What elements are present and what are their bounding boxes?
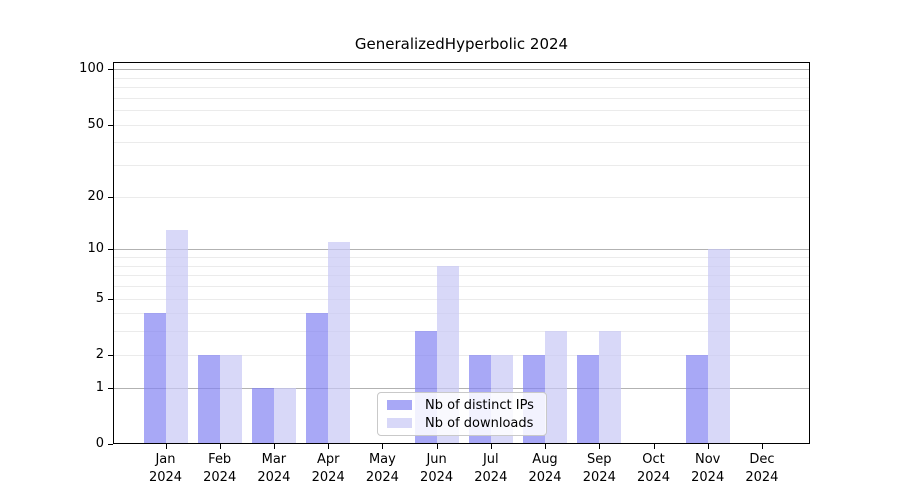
minor-gridline bbox=[114, 286, 810, 287]
x-tick-mark bbox=[165, 444, 167, 449]
x-tick-mark bbox=[545, 444, 546, 449]
y-tick-mark bbox=[108, 124, 113, 126]
minor-gridline bbox=[114, 87, 810, 89]
bar-distinct-ips bbox=[577, 354, 600, 443]
x-tick-mark bbox=[653, 444, 655, 449]
x-tick-label: Aug 2024 bbox=[528, 452, 562, 485]
legend-label-downloads: Nb of downloads bbox=[425, 415, 534, 431]
x-tick-mark bbox=[436, 444, 438, 449]
x-tick-mark bbox=[707, 444, 709, 449]
minor-gridline bbox=[114, 331, 810, 333]
major-gridline bbox=[114, 69, 810, 71]
x-tick-mark bbox=[273, 444, 275, 449]
y-tick-label: 10 bbox=[87, 241, 104, 257]
major-gridline bbox=[114, 387, 810, 389]
minor-gridline bbox=[114, 196, 810, 198]
y-tick-mark bbox=[108, 387, 113, 389]
bar-downloads bbox=[545, 331, 567, 443]
x-tick-label: Dec 2024 bbox=[745, 452, 779, 485]
x-tick-label: Feb 2024 bbox=[203, 452, 237, 485]
bar-distinct-ips bbox=[251, 387, 274, 443]
y-tick-label: 1 bbox=[95, 379, 104, 395]
chart-title: GeneralizedHyperbolic 2024 bbox=[354, 35, 569, 53]
x-tick-mark bbox=[219, 444, 221, 449]
x-tick-label: Jul 2024 bbox=[474, 452, 508, 485]
minor-gridline bbox=[114, 313, 810, 315]
bar-downloads bbox=[707, 249, 730, 443]
x-tick-mark bbox=[599, 444, 601, 449]
minor-gridline bbox=[114, 265, 810, 267]
legend-item-downloads: Nb of downloads bbox=[387, 415, 540, 431]
minor-gridline bbox=[114, 97, 810, 99]
y-tick-label: 2 bbox=[95, 346, 104, 362]
minor-gridline bbox=[114, 77, 810, 79]
y-tick-mark bbox=[108, 249, 113, 251]
bar-distinct-ips bbox=[306, 313, 329, 443]
minor-gridline bbox=[114, 275, 810, 277]
minor-gridline bbox=[114, 257, 810, 258]
x-tick-label: Nov 2024 bbox=[691, 452, 725, 485]
y-tick-mark bbox=[108, 196, 113, 198]
minor-gridline bbox=[114, 124, 810, 126]
x-tick-label: May 2024 bbox=[365, 452, 399, 485]
bar-distinct-ips bbox=[197, 354, 220, 443]
bar-downloads bbox=[599, 331, 622, 443]
legend-item-distinct-ips: Nb of distinct IPs bbox=[387, 397, 540, 413]
minor-gridline bbox=[114, 298, 810, 300]
bar-distinct-ips bbox=[143, 313, 166, 443]
major-gridline bbox=[114, 249, 810, 251]
x-tick-label: Jun 2024 bbox=[420, 452, 454, 485]
y-tick-label: 50 bbox=[87, 116, 104, 132]
minor-gridline bbox=[114, 142, 810, 144]
minor-gridline bbox=[114, 354, 810, 356]
legend-label-distinct-ips: Nb of distinct IPs bbox=[425, 397, 534, 413]
legend-swatch-distinct-ips bbox=[387, 400, 412, 410]
x-tick-label: Mar 2024 bbox=[257, 452, 291, 485]
x-tick-label: Sep 2024 bbox=[582, 452, 616, 485]
x-tick-mark bbox=[490, 444, 492, 449]
x-tick-label: Oct 2024 bbox=[636, 452, 671, 485]
y-tick-label: 100 bbox=[79, 61, 104, 77]
bar-downloads bbox=[328, 242, 351, 443]
bar-distinct-ips bbox=[685, 354, 708, 443]
y-tick-label: 20 bbox=[87, 188, 104, 204]
y-tick-mark bbox=[108, 298, 113, 300]
bar-downloads bbox=[165, 229, 188, 443]
minor-gridline bbox=[114, 165, 810, 167]
minor-gridline bbox=[114, 110, 810, 112]
legend-swatch-downloads bbox=[387, 418, 412, 428]
x-tick-mark bbox=[382, 444, 384, 449]
bar-downloads bbox=[273, 387, 296, 443]
x-tick-label: Jan 2024 bbox=[148, 452, 183, 485]
y-tick-label: 0 bbox=[95, 436, 104, 451]
legend: Nb of distinct IPs Nb of downloads bbox=[377, 392, 547, 436]
x-tick-label: Apr 2024 bbox=[311, 452, 345, 485]
x-tick-mark bbox=[761, 444, 763, 449]
y-tick-mark bbox=[108, 444, 113, 445]
x-tick-mark bbox=[328, 444, 330, 449]
y-tick-mark bbox=[108, 354, 113, 356]
bar-downloads bbox=[219, 354, 242, 443]
y-tick-mark bbox=[108, 69, 113, 71]
y-tick-label: 5 bbox=[95, 290, 104, 306]
